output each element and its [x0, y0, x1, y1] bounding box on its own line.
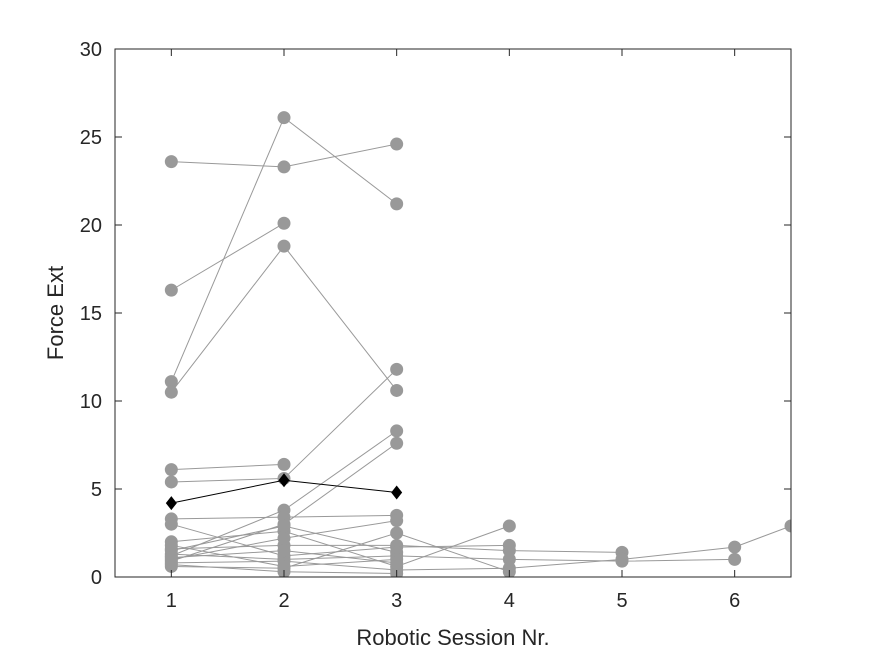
- highlight-point: [165, 496, 177, 511]
- data-point: [164, 385, 178, 399]
- data-point: [728, 552, 742, 566]
- data-point: [164, 463, 178, 477]
- x-tick-label: 2: [278, 590, 289, 612]
- highlight-point: [278, 473, 290, 488]
- data-point: [390, 514, 404, 528]
- data-point: [164, 155, 178, 169]
- data-point: [502, 519, 516, 533]
- data-point: [164, 538, 178, 552]
- data-point: [277, 216, 291, 230]
- y-axis-ticks: 0 5 10 15 20 25 30: [80, 39, 791, 589]
- data-point: [390, 137, 404, 151]
- data-point: [390, 436, 404, 450]
- series-line: [171, 222, 285, 291]
- x-tick-label: 4: [504, 590, 515, 612]
- data-point: [277, 160, 291, 174]
- data-point: [164, 283, 178, 297]
- data-point: [164, 475, 178, 489]
- data-point: [164, 375, 178, 389]
- y-axis-title: Force Ext: [43, 266, 68, 360]
- highlight-point: [391, 485, 403, 500]
- x-tick-label: 3: [391, 590, 402, 612]
- series-line: [171, 553, 735, 562]
- highlight-layer: [165, 473, 403, 511]
- y-tick-label: 20: [80, 215, 102, 237]
- y-tick-label: 5: [91, 479, 102, 501]
- y-tick-label: 15: [80, 303, 102, 325]
- series-layer: [164, 111, 791, 577]
- data-point: [390, 197, 404, 211]
- x-tick-label: 1: [166, 590, 177, 612]
- data-point: [277, 544, 291, 558]
- data-point: [728, 540, 742, 554]
- data-point: [164, 551, 178, 565]
- x-tick-label: 5: [616, 590, 627, 612]
- x-axis-title: Robotic Session Nr.: [356, 625, 549, 650]
- data-point: [390, 556, 404, 570]
- y-tick-label: 25: [80, 127, 102, 149]
- x-tick-label: 6: [729, 590, 740, 612]
- series-line: [171, 463, 285, 471]
- data-point: [277, 519, 291, 533]
- data-point: [277, 457, 291, 471]
- data-point: [615, 552, 629, 566]
- data-point: [390, 362, 404, 376]
- data-point: [277, 531, 291, 545]
- data-point: [784, 519, 791, 533]
- data-point: [390, 383, 404, 397]
- data-point: [164, 517, 178, 531]
- y-tick-label: 0: [91, 567, 102, 589]
- data-point: [390, 526, 404, 540]
- data-point: [390, 424, 404, 438]
- data-point: [277, 559, 291, 573]
- y-tick-label: 30: [80, 39, 102, 61]
- x-axis-ticks: 1 2 3 4 5 6: [166, 49, 740, 612]
- y-tick-label: 10: [80, 391, 102, 413]
- data-point: [277, 111, 291, 125]
- series-line: [171, 525, 510, 567]
- series-line: [171, 532, 510, 573]
- data-point: [277, 239, 291, 253]
